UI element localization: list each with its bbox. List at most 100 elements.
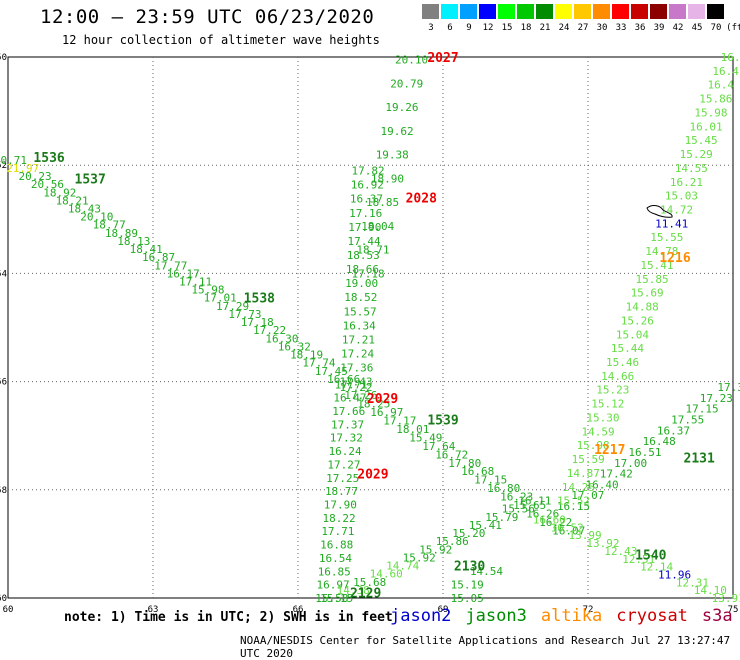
wave-height-value: 17.25 [326,472,359,485]
wave-height-value: 16.07 [552,524,585,537]
wave-height-value: 16.23 [500,491,533,504]
pass-number-label: 1539 [427,413,458,428]
wave-height-value: 14.66 [601,370,634,383]
wave-height-value: 15.45 [685,134,718,147]
lon-tick-label: 72 [583,605,594,615]
wave-height-value: 18.43 [68,202,101,215]
legend-swatch [517,4,534,19]
legend-label: 18 [520,23,532,33]
lon-tick-label: 75 [728,605,739,615]
wave-height-value: 15.52 [557,495,590,508]
wave-height-value: 15.41 [469,519,502,532]
wave-height-value: 15.56 [502,503,535,516]
wave-height-value: 20.71 [0,154,27,167]
wave-height-value: 16.4 [712,65,739,78]
wave-height-value: 17.18 [352,267,385,280]
wave-height-value: 17.66 [332,405,365,418]
wave-height-value: 17.26 [344,389,377,402]
wave-height-value: 15.19 [451,578,484,591]
wave-height-value: 17.71 [321,525,354,538]
wave-height-value: 21.97 [6,162,39,175]
wave-height-value: 16.66 [327,373,360,386]
wave-height-value: 15.44 [611,342,644,355]
wave-height-value: 18.19 [290,349,323,362]
wave-height-value: 18.90 [371,172,404,185]
wave-height-value: 14.72 [660,203,693,216]
wave-height-value: 17.73 [228,308,261,321]
pass-number-label: 1537 [75,173,106,188]
satellite-name: jason2 [390,606,452,626]
wave-height-value: 18.85 [366,196,399,209]
wave-height-value: 18.41 [130,243,163,256]
wave-height-value: 16.22 [539,516,572,529]
wave-height-value: 14.10 [694,584,727,597]
wave-height-value: 16.4 [708,79,735,92]
map-frame [7,56,734,599]
lat-tick-label: -58 [0,486,7,496]
wave-height-value: 20.10 [80,211,113,224]
wave-height-value: 17.37 [331,418,364,431]
wave-height-value: 16.21 [670,176,703,189]
wave-height-value: 15.30 [586,411,619,424]
wave-height-value: 15.98 [694,106,727,119]
wave-height-value: 13.99 [569,529,602,542]
wave-height-value: 18.04 [361,220,394,233]
wave-height-value: 18.25 [357,398,390,411]
wave-height-value: 17.74 [302,357,335,370]
wave-height-value: 17.22 [339,381,372,394]
satellite-name: altika [540,606,603,626]
wave-height-value: 18.92 [43,186,76,199]
satellite-name: s3a [701,606,733,626]
lat-tick-label: -56 [0,378,7,388]
pass-number-label: 2028 [406,192,437,207]
wave-height-value: 14.25 [562,481,595,494]
pass-labels: 2027 2028 2029 2029 1536 1537 1538 1539 1540 2130… [33,51,715,602]
wave-height-value: 13.92 [586,537,619,550]
lat-tick-label: -50 [0,53,7,63]
lat-tick-label: -60 [0,594,7,604]
legend-label: 27 [577,23,589,33]
wave-height-value: 16.37 [350,193,383,206]
legend-swatch [631,4,648,19]
wave-height-value: 18.52 [344,291,377,304]
coastline-island [646,205,673,218]
pass-number-label: 2130 [454,560,485,575]
wave-height-value: 18.77 [325,485,358,498]
wave-height-value: 12.51 [622,553,655,566]
lat-tick-label: -54 [0,269,7,279]
wave-height-value: 18.13 [117,235,150,248]
legend-swatch [460,4,477,19]
wave-height-value: 17.44 [347,235,380,248]
wave-height-value: 15.41 [640,259,673,272]
map-note: note: 1) Time is in UTC; 2) SWH is in fe… [64,610,393,625]
credit-line: NOAA/NESDIS Center for Satellite Applica… [240,634,731,660]
wave-height-value: 11.96 [658,568,691,581]
wave-height-value: 17.01 [204,292,237,305]
wave-height-value: 16.30 [265,332,298,345]
wave-height-value: 20.79 [390,77,423,90]
wave-height-value: 17.43 [339,376,372,389]
wave-height-value: 12.14 [640,561,673,574]
pass-number-label: 2131 [684,451,715,466]
legend-label: 70 [710,23,722,33]
legend-label: 30 [596,23,608,33]
wave-height-value: 19.00 [345,277,378,290]
pass-number-label: 2029 [357,468,388,483]
wave-height-value: 16.17 [167,267,200,280]
legend-label: 9 [466,23,472,33]
wave-height-value: 16.37 [657,424,690,437]
legend-label: 42 [672,23,684,33]
satellite-legend: jason2 jason3 altika cryosat s3a [390,606,740,626]
satellite-name: cryosat [616,606,688,626]
wave-height-value: 17.32 [330,432,363,445]
wave-height-value: 16.52 [551,521,584,534]
lon-tick-label: 66 [293,605,304,615]
wave-height-value: 18.66 [346,263,379,276]
legend-swatch [593,4,610,19]
wave-height-value: 15.03 [665,190,698,203]
lat-tick-label: -52 [0,161,7,171]
wave-height-value: 16.87 [142,251,175,264]
wave-height-value: 16.48 [643,435,676,448]
wave-height-value: 12.43 [604,545,637,558]
wave-height-value: 16.80 [487,482,520,495]
